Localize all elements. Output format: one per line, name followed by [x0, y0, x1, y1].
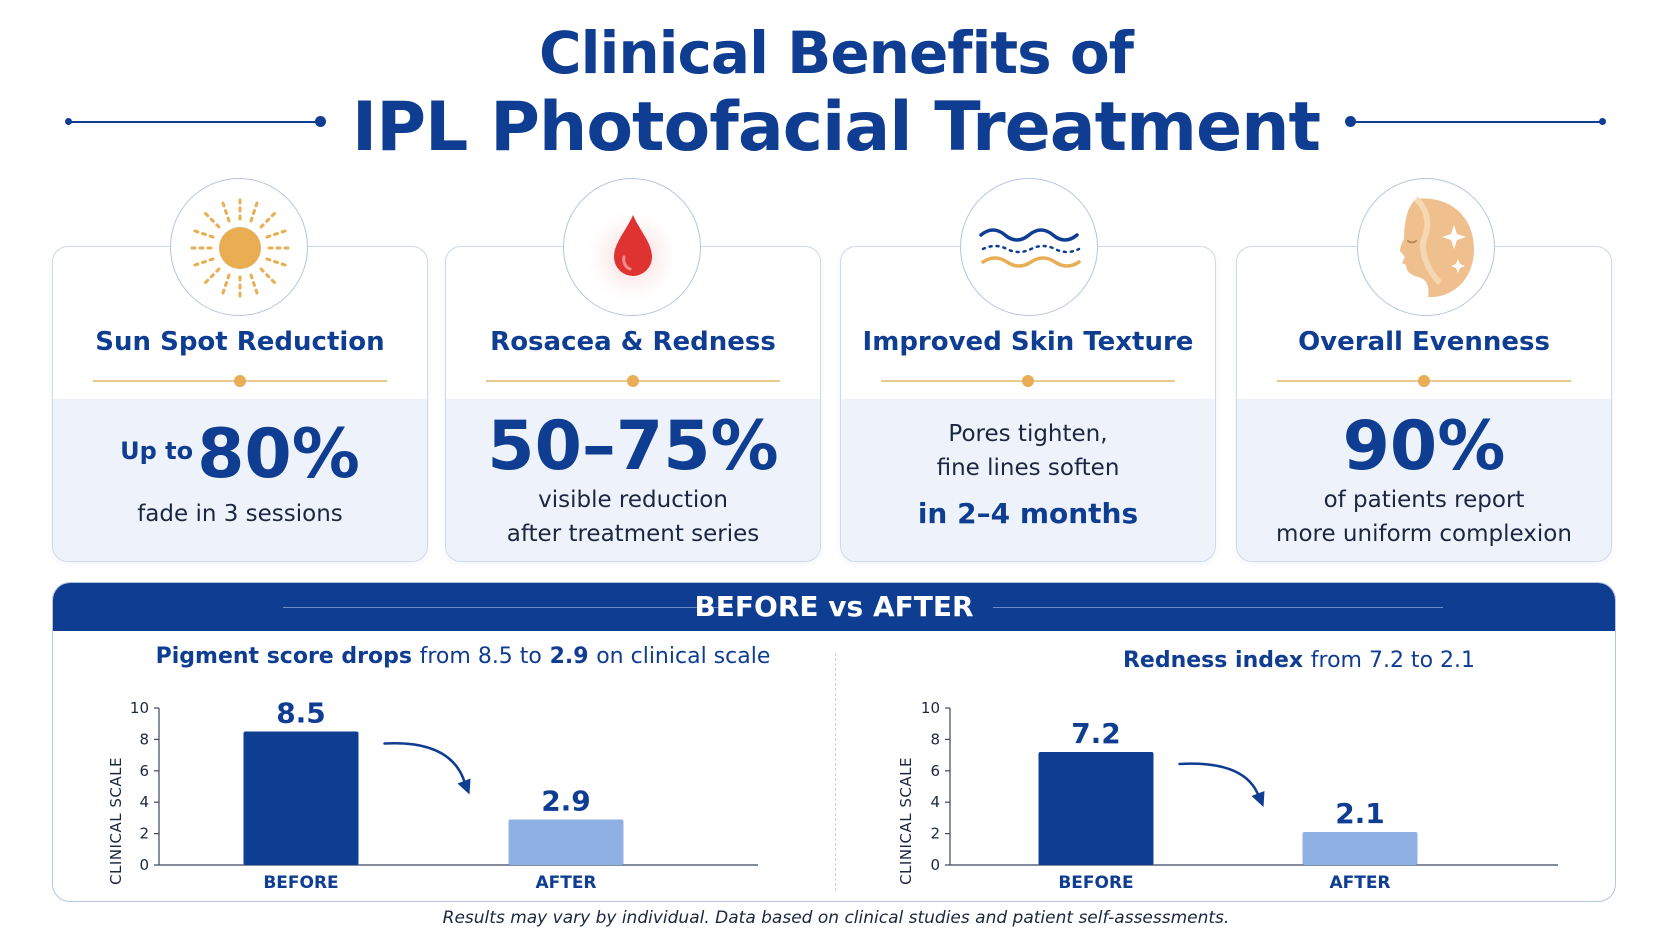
y-tick-label: 8 [139, 730, 149, 748]
y-tick-label: 0 [139, 856, 149, 874]
card-stat: Up to80% [53, 415, 427, 494]
panel-header: BEFORE vs AFTER [53, 583, 1615, 631]
y-tick-label: 2 [139, 825, 149, 843]
stat-value: 90% [1342, 407, 1506, 486]
card-description-line2: after treatment series [506, 521, 760, 547]
y-tick-label: 6 [930, 762, 940, 780]
chart-title-bold2: 2.9 [550, 644, 589, 669]
pigment-score-chart: Pigment score drops from 8.5 to 2.9 on c… [107, 644, 771, 893]
trend-arrow [1178, 762, 1262, 804]
chart-title-part: from 8.5 to [420, 644, 542, 669]
bar-value-label: 8.5 [276, 697, 326, 730]
y-axis-label: CLINICAL SCALE [107, 757, 125, 885]
drop-icon-badge [563, 178, 701, 316]
face-sparkle-icon [1400, 196, 1474, 297]
bar-after [1302, 832, 1418, 865]
trend-arrow [383, 742, 468, 791]
footnote: Results may vary by individual. Data bas… [442, 908, 1230, 928]
stat-prefix: Up to [120, 437, 194, 465]
bar-value-label: 2.1 [1335, 797, 1385, 830]
panel-title: BEFORE vs AFTER [694, 590, 974, 623]
before-after-panel: BEFORE vs AFTER Pigment score drops from… [52, 582, 1616, 902]
waves-icon-badge [960, 178, 1098, 316]
card-skin-texture: Improved Skin Texture Pores tighten, fin… [840, 246, 1216, 562]
card-description: fade in 3 sessions [137, 501, 343, 527]
card-overall-evenness: Overall Evenness 90% of patients report … [1236, 246, 1612, 562]
card-title: Overall Evenness [1298, 327, 1550, 357]
drop-icon [581, 199, 685, 303]
y-tick-label: 8 [930, 730, 940, 748]
card-description-line2: fine lines soften [936, 455, 1120, 481]
chart-title-bold: Pigment score drops [156, 644, 412, 669]
title-decoration-left [65, 116, 326, 127]
x-category-label: BEFORE [1058, 873, 1133, 893]
bar-before [1038, 751, 1154, 865]
bar-value-label: 2.9 [541, 784, 591, 817]
card-highlight: in 2–4 months [917, 497, 1139, 530]
card-description-line1: visible reduction [538, 487, 728, 513]
y-tick-label: 10 [921, 699, 940, 717]
x-category-label: AFTER [1329, 873, 1390, 893]
face-sparkle-icon-badge [1357, 178, 1495, 316]
y-tick-label: 0 [930, 856, 940, 874]
title-decoration-right [1345, 116, 1606, 127]
card-title: Rosacea & Redness [490, 327, 776, 357]
waves-icon [979, 228, 1081, 268]
card-rosacea-redness: Rosacea & Redness 50–75% visible reducti… [445, 246, 821, 562]
chart-title: Redness index from 7.2 to 2.1 [1123, 648, 1475, 673]
stat-value: 80% [197, 415, 360, 494]
y-tick-label: 10 [130, 699, 149, 717]
sun-icon [187, 195, 293, 301]
card-title: Sun Spot Reduction [95, 327, 385, 357]
card-description-line1: Pores tighten, [948, 421, 1108, 447]
chart-title-bold: Redness index [1123, 648, 1303, 673]
trend-arrow-head [457, 778, 471, 795]
y-tick-label: 4 [930, 793, 940, 811]
redness-index-chart: Redness index from 7.2 to 2.1 CLINICAL S… [897, 648, 1558, 893]
chart-title-part: from 7.2 to 2.1 [1311, 648, 1475, 673]
chart-title-part2: on clinical scale [596, 644, 770, 669]
x-category-label: BEFORE [263, 873, 338, 893]
card-description-line1: of patients report [1323, 487, 1525, 513]
bar-value-label: 7.2 [1071, 717, 1121, 750]
y-tick-label: 2 [930, 825, 940, 843]
y-tick-label: 6 [139, 762, 149, 780]
x-category-label: AFTER [535, 873, 596, 893]
y-axis-label: CLINICAL SCALE [897, 757, 915, 885]
sun-icon-badge [170, 178, 308, 316]
panel-divider [835, 653, 836, 891]
stat-value: 50–75% [487, 407, 779, 486]
chart-title: Pigment score drops from 8.5 to 2.9 on c… [156, 644, 771, 669]
bar-after [508, 819, 624, 865]
bar-before [243, 731, 359, 865]
y-tick-label: 4 [139, 793, 149, 811]
trend-arrow-head [1251, 791, 1265, 808]
card-title: Improved Skin Texture [862, 327, 1194, 357]
page-title-line2: IPL Photofacial Treatment [351, 88, 1321, 167]
page-title-line1: Clinical Benefits of [539, 19, 1134, 87]
card-description-line2: more uniform complexion [1276, 521, 1572, 547]
